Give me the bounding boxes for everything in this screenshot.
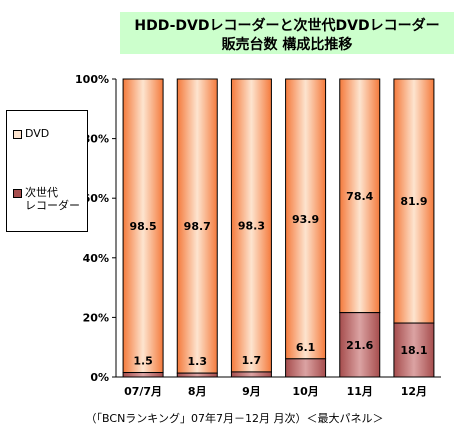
data-label-dvd: 98.7 [184, 220, 211, 233]
data-label-dvd: 81.9 [400, 195, 427, 208]
source-note: （「BCNランキング」07年7月－12月 月次）＜最大パネル＞ [85, 412, 384, 425]
bar-next-gen [285, 358, 327, 378]
data-label-dvd: 78.4 [346, 190, 373, 203]
data-label-next-gen: 6.1 [296, 341, 316, 354]
bar-dvd [230, 78, 272, 373]
bar-next-gen [339, 312, 381, 378]
data-label-dvd: 98.5 [130, 220, 157, 233]
x-tick-label: 10月 [292, 385, 318, 398]
legend: DVD 次世代 レコーダー [6, 110, 88, 232]
bar-dvd [122, 78, 164, 374]
legend-swatch-next-gen [13, 189, 22, 198]
x-tick-label: 11月 [347, 385, 373, 398]
bar-next-gen [122, 372, 164, 378]
bar-next-gen [393, 322, 435, 378]
chart-title: HDD-DVDレコーダーと次世代DVDレコーダー [134, 18, 440, 34]
data-label-next-gen: 1.3 [188, 355, 208, 368]
data-label-next-gen: 21.6 [346, 339, 373, 352]
bar-dvd [339, 78, 381, 314]
y-tick-label: 40% [83, 252, 109, 265]
data-label-dvd: 98.3 [238, 219, 265, 232]
legend-swatch-dvd [13, 130, 22, 139]
bar-dvd [285, 78, 327, 360]
data-label-next-gen: 1.5 [133, 355, 153, 368]
data-label-dvd: 93.9 [292, 213, 319, 226]
y-tick-label: 0% [90, 371, 109, 384]
y-tick-label: 20% [83, 311, 109, 324]
x-tick-label: 12月 [401, 385, 427, 398]
bar-next-gen [176, 372, 218, 378]
x-tick-label: 9月 [242, 385, 261, 398]
legend-label-next-gen: 次世代 レコーダー [25, 186, 80, 212]
x-tick-label: 07/7月 [124, 385, 162, 398]
legend-label-dvd: DVD [25, 127, 50, 140]
chart-subtitle: 販売台数 構成比推移 [221, 37, 353, 53]
y-tick-label: 60% [83, 192, 109, 205]
data-label-next-gen: 18.1 [400, 344, 427, 357]
y-tick-label: 80% [83, 133, 109, 146]
x-tick-label: 8月 [188, 385, 207, 398]
bar-dvd [176, 78, 218, 374]
bar-dvd [393, 78, 435, 324]
chart-title-box: HDD-DVDレコーダーと次世代DVDレコーダー 販売台数 構成比推移 [120, 12, 454, 54]
data-label-next-gen: 1.7 [242, 354, 262, 367]
y-tick-label: 100% [75, 73, 109, 86]
bar-next-gen [230, 371, 272, 378]
